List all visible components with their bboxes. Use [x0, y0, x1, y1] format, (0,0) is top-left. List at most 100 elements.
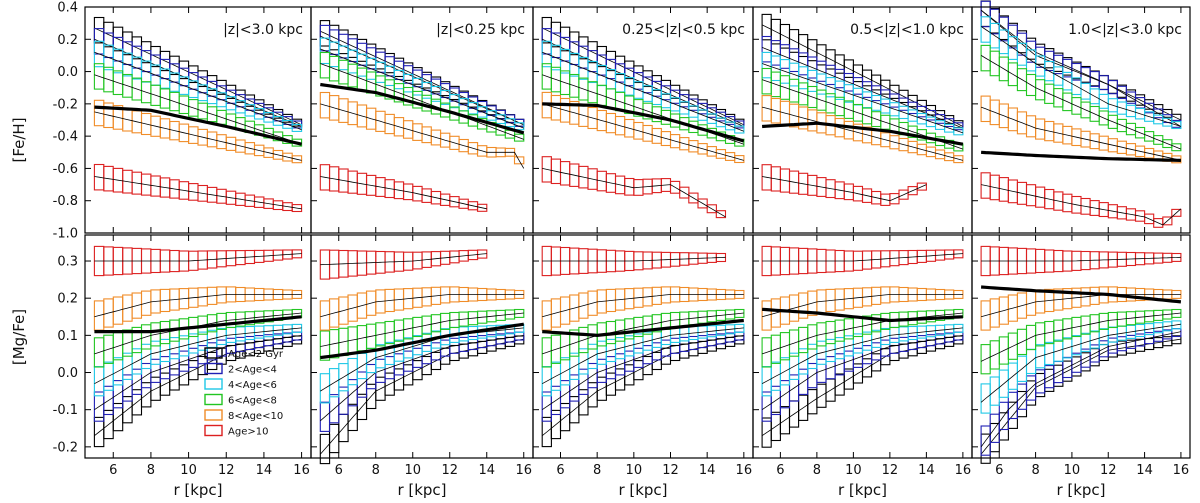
y-tick-label-bottom: -0.1: [53, 403, 78, 418]
series-line: [542, 168, 726, 218]
panel-5: 1.0<|z|<3.0 kpc 6 8 10 12 14 16 r [kpc]: [971, 0, 1191, 499]
error-box: [291, 323, 303, 333]
panel-4: 0.5<|z|<1.0 kpc 6 8 10 12 14 16 r [kpc]: [752, 6, 973, 499]
legend: Age<2 Gyr 2<Age<4 4<Age<6 6<Age<8 8<Age<10 Ag…: [204, 347, 284, 438]
series-line: [94, 51, 302, 131]
mean-line: [980, 285, 1182, 304]
mean-line: [980, 150, 1181, 162]
panel-title: |z|<3.0 kpc: [223, 22, 303, 38]
y-tick-label-top: 0.0: [57, 65, 78, 80]
x-tick-label: 8: [147, 463, 155, 478]
series-line: [980, 323, 1181, 403]
y-tick-label-top: -0.2: [53, 97, 78, 112]
series-mgfe-all: [320, 322, 525, 360]
series-mgfe-6-age-8: [541, 308, 745, 368]
series-mgfe-age-10: [541, 245, 727, 277]
series-feh-4-age-6: [541, 40, 745, 134]
legend-label: Age>10: [228, 427, 268, 438]
mean-line: [94, 105, 302, 146]
series-line: [542, 51, 744, 132]
series-mgfe-6-age-8: [319, 308, 525, 361]
y-tick-label-bottom: -0.2: [53, 440, 78, 455]
error-box: [734, 323, 745, 333]
error-box: [513, 122, 525, 131]
error-box: [476, 203, 488, 212]
series-mgfe-2-age-4: [980, 328, 1182, 456]
series-feh-age-10: [980, 172, 1182, 228]
legend-label: 4<Age<6: [228, 380, 277, 391]
x-tick-label: 16: [955, 463, 972, 478]
series-mgfe-6-age-8: [980, 308, 1182, 375]
x-tick-label: 6: [109, 463, 117, 478]
series-line: [761, 294, 963, 318]
y-tick-label-top: 0.4: [57, 1, 78, 16]
series-mgfe-age-10: [93, 245, 303, 277]
series-line: [980, 312, 1181, 362]
mean-line: [761, 121, 964, 146]
series-mgfe-all: [542, 318, 744, 338]
error-box: [907, 186, 918, 196]
series-mgfe-all: [761, 307, 963, 323]
series-mgfe-8-age-10: [541, 286, 745, 331]
series-line: [320, 253, 487, 266]
legend-swatch: [204, 378, 223, 390]
series-feh-6-age-8: [980, 44, 1182, 152]
legend-swatch: [204, 393, 223, 406]
series-line: [542, 256, 726, 262]
x-axis-title: r [kpc]: [838, 481, 887, 499]
series-line: [980, 9, 1182, 127]
panel-title: 0.25<|z|<0.5 kpc: [622, 22, 745, 38]
legend-swatch: [204, 424, 223, 437]
y-tick-label-bottom: 0.1: [57, 329, 78, 344]
x-tick-label: 6: [776, 463, 784, 478]
x-tick-label: 12: [1100, 463, 1117, 478]
x-axis-title: r [kpc]: [397, 481, 446, 499]
series-feh-8-age-10: [541, 91, 745, 164]
series-line: [980, 106, 1181, 161]
series-line: [762, 176, 927, 202]
mean-line: [320, 82, 525, 135]
mean-line: [761, 307, 963, 323]
ylabel-bottom: [Mg/Fe]: [10, 309, 28, 365]
series-line: [980, 331, 1181, 448]
subplot-mgfe: [84, 234, 312, 459]
x-tick-label: 12: [882, 463, 899, 478]
series-line: [94, 335, 302, 411]
error-box: [953, 155, 964, 164]
x-tick-label: 16: [736, 463, 753, 478]
series-line: [761, 327, 963, 385]
series-line: [761, 47, 964, 129]
y-tick-label-top: -0.8: [53, 194, 78, 209]
series-line: [761, 24, 964, 127]
series-line: [981, 184, 1182, 226]
error-box: [1171, 208, 1182, 217]
panel-3: 0.25<|z|<0.5 kpc 6 8 10 12 14 16 r [kpc]: [532, 6, 754, 499]
error-box: [1171, 320, 1182, 330]
subplot-feh: [752, 6, 973, 234]
series-mgfe-4-age-6: [319, 323, 525, 404]
series-feh-all: [542, 102, 745, 143]
series-line: [761, 106, 964, 161]
legend-label: 8<Age<10: [228, 411, 283, 422]
error-box: [734, 125, 745, 134]
subplot-feh: [532, 6, 754, 234]
series-line: [542, 294, 744, 318]
subplot-mgfe: [752, 234, 973, 459]
x-tick-label: 10: [404, 463, 421, 478]
legend-swatch: [204, 362, 223, 375]
panel-title: 0.5<|z|<1.0 kpc: [850, 22, 964, 38]
series-line: [981, 256, 1181, 262]
series-line: [541, 335, 744, 411]
subplot-feh: [971, 0, 1191, 234]
series-line: [542, 103, 744, 161]
series-feh-4-age-6: [93, 40, 303, 132]
series-line: [320, 294, 524, 318]
error-box: [513, 156, 525, 165]
series-line: [980, 26, 1182, 127]
series-mgfe-age-10: [761, 245, 964, 277]
subplot-frame: [971, 234, 1191, 459]
series-line: [94, 111, 302, 161]
x-tick-label: 8: [593, 463, 601, 478]
x-tick-label: 8: [372, 463, 380, 478]
